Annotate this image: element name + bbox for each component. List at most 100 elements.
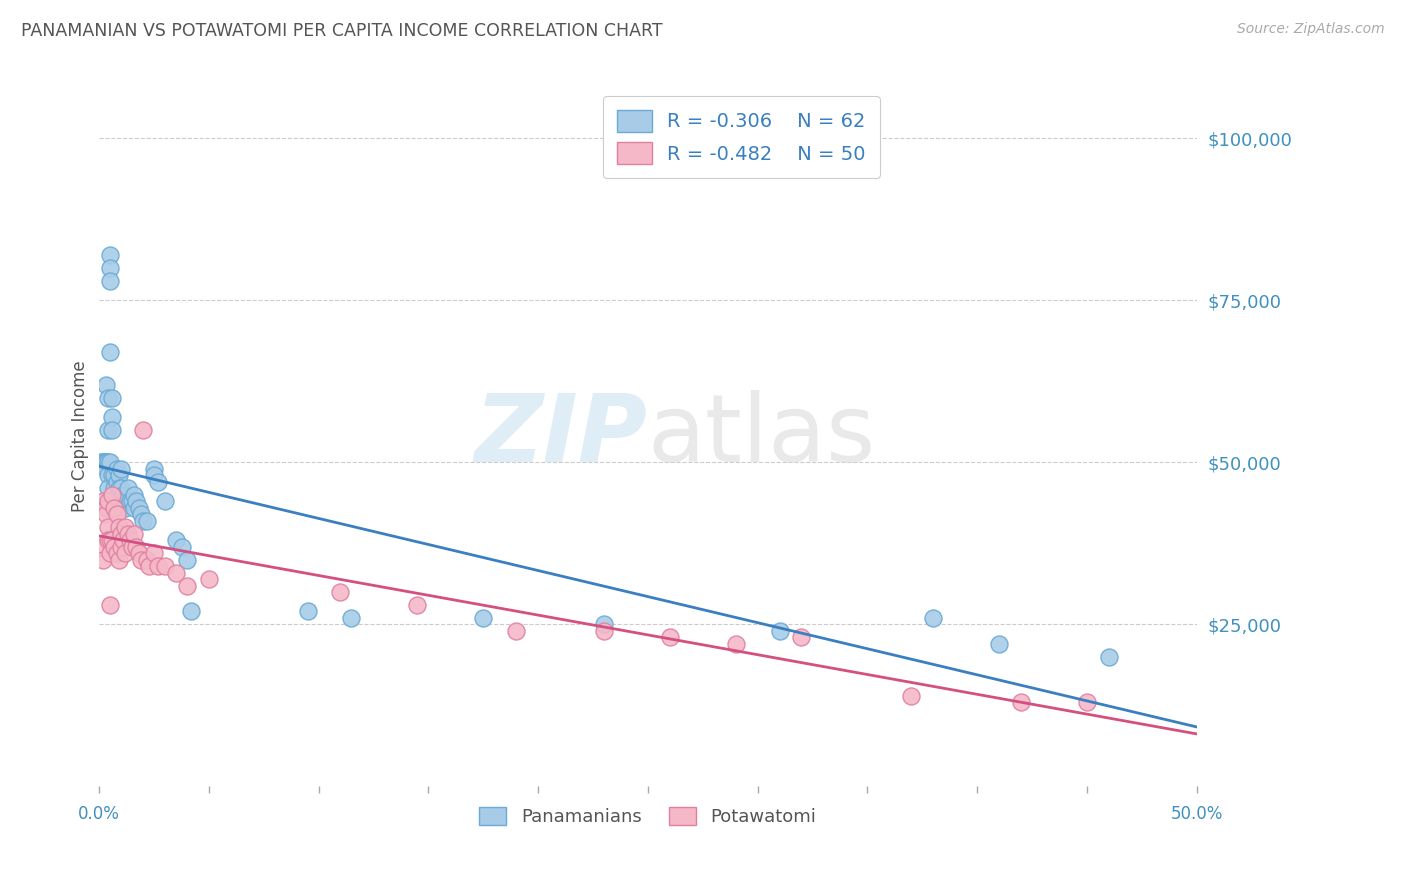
Point [98, 260, 121, 275]
Text: Source: ZipAtlas.com: Source: ZipAtlas.com [1237, 22, 1385, 37]
Point [593, 624, 616, 638]
Point [112, 488, 135, 502]
Point [101, 533, 124, 548]
Point [103, 500, 125, 515]
Point [142, 468, 165, 483]
Point [103, 481, 125, 495]
Point [97, 494, 120, 508]
Point [1076, 695, 1098, 709]
Point [1010, 695, 1032, 709]
Point [90, 455, 112, 469]
Point [93, 455, 115, 469]
Point [94, 455, 117, 469]
Point [142, 462, 165, 476]
Text: ZIP: ZIP [475, 391, 648, 483]
Point [122, 526, 145, 541]
Point [138, 559, 160, 574]
Point [101, 409, 124, 424]
Point [94, 500, 117, 515]
Point [112, 533, 135, 548]
Point [97, 391, 120, 405]
Point [136, 552, 159, 566]
Point [105, 462, 128, 476]
Point [98, 598, 121, 612]
Point [107, 520, 129, 534]
Point [107, 552, 129, 566]
Point [94, 377, 117, 392]
Point [406, 598, 429, 612]
Point [136, 514, 159, 528]
Point [98, 455, 121, 469]
Point [97, 520, 120, 534]
Point [724, 637, 747, 651]
Point [118, 494, 141, 508]
Point [128, 500, 150, 515]
Point [165, 566, 187, 580]
Point [165, 533, 187, 548]
Point [297, 604, 319, 618]
Point [90, 540, 112, 554]
Point [142, 546, 165, 560]
Point [658, 631, 681, 645]
Point [103, 500, 125, 515]
Point [790, 631, 813, 645]
Point [768, 624, 790, 638]
Point [125, 540, 148, 554]
Point [197, 572, 219, 586]
Point [153, 559, 176, 574]
Point [129, 552, 152, 566]
Point [110, 462, 132, 476]
Point [105, 546, 128, 560]
Point [118, 533, 141, 548]
Point [172, 540, 194, 554]
Point [97, 481, 120, 495]
Point [97, 533, 120, 548]
Point [900, 689, 922, 703]
Point [117, 481, 139, 495]
Point [114, 500, 136, 515]
Y-axis label: Per Capita Income: Per Capita Income [72, 360, 89, 512]
Point [98, 345, 121, 359]
Point [98, 494, 121, 508]
Point [180, 604, 202, 618]
Point [329, 585, 352, 599]
Point [98, 533, 121, 548]
Point [101, 488, 124, 502]
Point [176, 578, 198, 592]
Point [97, 455, 120, 469]
Point [101, 423, 124, 437]
Text: PANAMANIAN VS POTAWATOMI PER CAPITA INCOME CORRELATION CHART: PANAMANIAN VS POTAWATOMI PER CAPITA INCO… [21, 22, 662, 40]
Point [93, 455, 115, 469]
Point [132, 423, 155, 437]
Point [148, 475, 170, 489]
Point [105, 507, 128, 521]
Point [97, 468, 120, 483]
Point [121, 540, 143, 554]
Point [176, 552, 198, 566]
Point [93, 552, 115, 566]
Point [114, 494, 136, 508]
Point [105, 475, 128, 489]
Point [97, 423, 120, 437]
Point [148, 559, 170, 574]
Point [98, 248, 121, 262]
Point [110, 526, 132, 541]
Point [988, 637, 1011, 651]
Point [114, 520, 136, 534]
Point [103, 540, 125, 554]
Point [107, 481, 129, 495]
Point [98, 546, 121, 560]
Point [101, 468, 124, 483]
Point [340, 611, 363, 625]
Point [94, 455, 117, 469]
Point [98, 274, 121, 288]
Text: atlas: atlas [648, 391, 876, 483]
Point [114, 546, 136, 560]
Point [122, 488, 145, 502]
Point [103, 468, 125, 483]
Point [922, 611, 945, 625]
Point [1098, 649, 1121, 664]
Point [472, 611, 495, 625]
Point [121, 494, 143, 508]
Legend: Panamanians, Potawatomi: Panamanians, Potawatomi [472, 799, 824, 833]
